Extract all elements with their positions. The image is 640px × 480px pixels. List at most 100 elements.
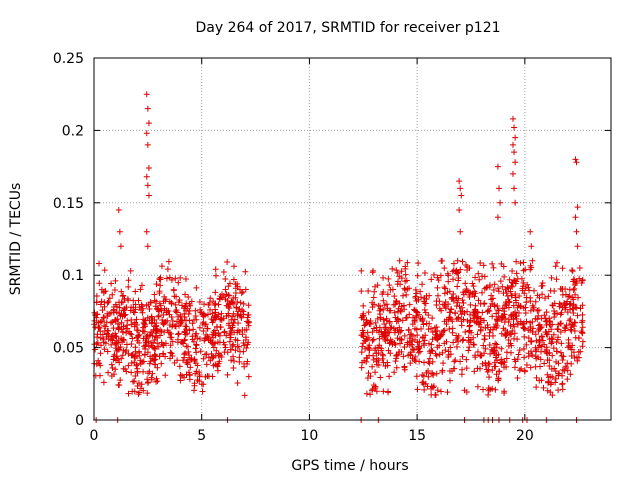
data-point [494, 303, 501, 310]
data-point [123, 329, 130, 336]
data-point [401, 366, 408, 373]
data-point [569, 268, 576, 275]
data-point [472, 274, 479, 281]
data-point [116, 304, 123, 311]
data-point [455, 315, 462, 322]
data-point [228, 316, 235, 323]
data-point [481, 317, 488, 324]
data-point [108, 341, 115, 348]
data-point [405, 326, 412, 333]
data-point [402, 271, 409, 278]
data-point [490, 332, 497, 339]
data-point [227, 325, 234, 332]
data-point [371, 347, 378, 354]
data-point [480, 386, 487, 393]
data-point [130, 351, 137, 358]
data-point [503, 302, 510, 309]
data-point [415, 346, 422, 353]
data-point [484, 308, 491, 315]
data-point [104, 330, 111, 337]
data-point [562, 291, 569, 298]
data-point [383, 317, 390, 324]
data-point [528, 264, 535, 271]
data-point [369, 337, 376, 344]
data-point [571, 285, 578, 292]
data-point [503, 289, 510, 296]
data-point [127, 330, 134, 337]
data-point [520, 324, 527, 331]
data-point [489, 313, 496, 320]
data-point [450, 276, 457, 283]
data-point [229, 313, 236, 320]
data-point [547, 381, 554, 388]
data-point [207, 357, 214, 364]
data-point [245, 322, 252, 329]
data-point [380, 316, 387, 323]
data-point [418, 325, 425, 332]
data-point [564, 376, 571, 383]
data-point [245, 373, 252, 380]
data-point [375, 302, 382, 309]
data-point [460, 299, 467, 306]
data-point [136, 331, 143, 338]
data-point [481, 273, 488, 280]
data-point [421, 337, 428, 344]
data-point [367, 391, 374, 398]
data-point [559, 386, 566, 393]
data-point [196, 298, 203, 305]
data-point [434, 292, 441, 299]
data-point [128, 316, 135, 323]
data-point [377, 374, 384, 381]
data-point [522, 310, 529, 317]
data-point [523, 299, 530, 306]
data-point [186, 327, 193, 334]
data-point [437, 272, 444, 279]
data-point [558, 309, 565, 316]
data-point [389, 286, 396, 293]
data-point [552, 368, 559, 375]
data-point [111, 351, 118, 358]
data-point [93, 293, 100, 300]
data-point [541, 341, 548, 348]
data-point [421, 295, 428, 302]
data-point [366, 321, 373, 328]
data-point [239, 307, 246, 314]
data-point [398, 336, 405, 343]
data-point [412, 286, 419, 293]
data-point [210, 298, 217, 305]
data-point [507, 331, 514, 338]
data-point [383, 301, 390, 308]
data-point [567, 371, 574, 378]
data-point [413, 298, 420, 305]
data-point [579, 324, 586, 331]
data-point [566, 286, 573, 293]
data-point [97, 328, 104, 335]
data-point [407, 338, 414, 345]
data-point [162, 372, 169, 379]
data-point [506, 298, 513, 305]
data-point [474, 331, 481, 338]
data-point [212, 272, 219, 279]
data-point [548, 274, 555, 281]
data-point [167, 334, 174, 341]
data-point [128, 369, 135, 376]
data-point [223, 332, 230, 339]
data-point [191, 380, 198, 387]
data-point [217, 316, 224, 323]
data-point [494, 317, 501, 324]
data-point [162, 353, 169, 360]
data-point [394, 269, 401, 276]
data-point [520, 345, 527, 352]
data-point [373, 350, 380, 357]
data-point [93, 299, 100, 306]
data-point [176, 363, 183, 370]
data-point [106, 295, 113, 302]
data-point [536, 321, 543, 328]
data-point [128, 340, 135, 347]
data-point [100, 379, 107, 386]
data-point [471, 341, 478, 348]
data-point [526, 287, 533, 294]
data-point [469, 280, 476, 287]
data-point [540, 384, 547, 391]
data-point [462, 328, 469, 335]
